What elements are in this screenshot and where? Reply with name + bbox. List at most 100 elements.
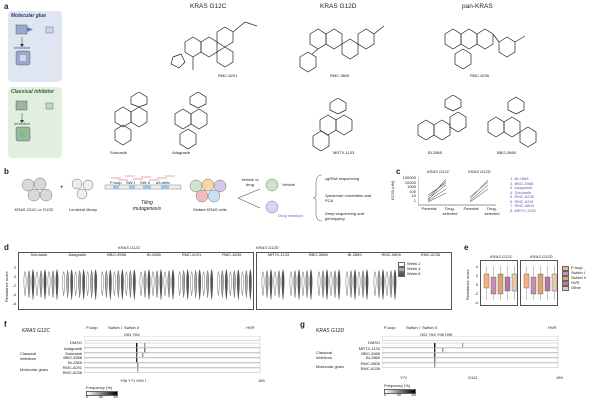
g-row-bi2865: BI-2865 xyxy=(365,355,380,360)
molecular-glue-title: Molecular glue xyxy=(11,13,47,19)
c-legend-7: 8. MRTX-1133 xyxy=(510,207,536,213)
f-freq-ticks: 0 40 80 xyxy=(86,394,118,399)
panel-d-yticks: 2 0 -2 -4 -6 xyxy=(10,263,16,308)
f-group-classical: Classical inhibitors xyxy=(20,351,37,361)
c-legend-0: 1. BI-2865 xyxy=(510,176,529,181)
violin-58 xyxy=(277,269,281,298)
f-row-bbo3988: BBO-3988 xyxy=(63,355,82,360)
panel-d-group-right: KRAS G12D xyxy=(256,245,279,250)
violin-74 xyxy=(353,269,357,300)
violin-15 xyxy=(86,271,89,296)
lentiviral-library-icon xyxy=(71,178,94,200)
panel-e-title-left: KRAS G12C xyxy=(490,254,513,259)
step-sgrna-sequencing: sgRNA sequencing xyxy=(325,176,360,181)
box-8 xyxy=(544,276,551,292)
tiling-mutagenesis-diagram xyxy=(104,175,182,190)
panel-d-violins xyxy=(23,269,397,300)
box-0 xyxy=(483,273,490,289)
panel-f-label: f xyxy=(4,320,7,329)
heatmap-f-mark-3 xyxy=(136,358,138,363)
violin-55 xyxy=(265,269,269,298)
panel-d-left-drugs: Sotorasib Adagrasib BBO-3988 BI-2865 RMC… xyxy=(20,252,252,258)
bbo-3988-structure xyxy=(487,96,537,148)
f-glue-rows: RMC-6291 RMC-6236 xyxy=(52,365,82,375)
c-legend-1: 2. BBO-3988 xyxy=(510,180,534,186)
d-ytick-2: -2 xyxy=(12,283,16,288)
g-group-classical: Classical inhibitors xyxy=(316,350,333,360)
f-row-rmc6291: RMC-6291 xyxy=(62,365,82,370)
d-left-drug-4: RMC-6291 xyxy=(181,252,202,257)
panel-e-title-right: KRAS G12D xyxy=(530,254,553,259)
c-legend-6: 7. RMC-9805 xyxy=(510,203,534,208)
glue-mechanism-diagram xyxy=(15,24,54,66)
box-9 xyxy=(551,273,558,292)
violin-37 xyxy=(182,269,185,298)
violin-18 xyxy=(101,271,104,296)
violin-0 xyxy=(23,271,27,296)
violin-69 xyxy=(329,271,333,296)
rmc-6291-name: RMC-6291 xyxy=(218,73,238,78)
violin-10 xyxy=(66,269,69,298)
f-row-rmc6236: RMC-6236 xyxy=(62,369,82,375)
panel-e-left-frame xyxy=(480,260,518,306)
violin-14 xyxy=(82,269,85,300)
classical-mechanism-diagram xyxy=(15,100,54,142)
step-spearman: Spearman correlation and PCA xyxy=(325,193,372,203)
panel-d-label: d xyxy=(4,243,9,252)
d-left-drug-0: Sotorasib xyxy=(30,252,48,257)
box-2 xyxy=(497,273,504,295)
violin-39 xyxy=(190,271,193,296)
violin-24 xyxy=(125,271,128,296)
violin-76 xyxy=(361,269,365,298)
panel-d-left-frame xyxy=(18,252,254,310)
violin-80 xyxy=(381,269,385,300)
d-ytick-4: -6 xyxy=(12,301,16,306)
violin-47 xyxy=(225,269,228,300)
c-xcat-selected-2: Drug-selected xyxy=(484,206,500,216)
violin-44 xyxy=(210,269,213,300)
panel-g-label: g xyxy=(300,320,305,329)
d-legend-week6: Week 6 xyxy=(398,272,421,278)
violin-77 xyxy=(365,269,369,300)
panel-c-legend: 1. BI-2865 2. BBO-3988 3. Adagrasib 4. S… xyxy=(510,176,536,213)
classical-inhibitor-title: Classical inhibitor xyxy=(11,89,55,95)
c-ytick-0: 100000 xyxy=(402,175,416,180)
heatmap-f-mark-8 xyxy=(142,353,144,358)
f-row-bi2865: BI-2865 xyxy=(67,359,82,365)
violin-66 xyxy=(317,271,321,296)
f-sites-top: Q61 Y64 xyxy=(124,332,140,337)
d-ytick-3: -4 xyxy=(12,292,16,297)
violin-20 xyxy=(109,269,112,300)
heatmap-f-row-4 xyxy=(84,357,261,363)
heatmap-g-row-1 xyxy=(382,342,559,348)
violin-49 xyxy=(233,269,236,298)
glue-inhibition-label: Inhibition xyxy=(14,45,31,50)
violin-8 xyxy=(55,269,59,300)
heatmap-f-row-5 xyxy=(84,362,261,368)
panel-c-title-right: KRAS G12D xyxy=(468,169,491,174)
heatmap-f-row-1 xyxy=(84,342,261,348)
heatmap-g-row-2 xyxy=(382,347,559,353)
f-freq-label: Frequency (%) xyxy=(86,385,113,390)
violin-19 xyxy=(105,269,108,298)
violin-41 xyxy=(198,269,201,300)
kras-cells-label: KRAS G12C or G12D xyxy=(14,207,54,212)
violin-83 xyxy=(393,269,397,300)
violin-70 xyxy=(333,269,337,298)
panel-c-ylabel: EC50 (nM) xyxy=(390,180,395,200)
col-header-g12d: KRAS G12D xyxy=(320,3,357,10)
bi-2865-name: BI-2865 xyxy=(428,150,443,155)
violin-51 xyxy=(241,271,244,296)
heatmap-g-mark-1 xyxy=(434,348,436,353)
bbo-3988-name: BBO-3988 xyxy=(497,150,516,155)
violin-59 xyxy=(281,269,285,300)
panel-g-title: KRAS G12D xyxy=(316,328,345,334)
d-left-drug-1: Adagrasib xyxy=(68,252,87,257)
violin-23 xyxy=(121,269,124,300)
col-header-g12c: KRAS G12C xyxy=(190,3,227,10)
d-right-drug-2: BI-2865 xyxy=(347,252,362,257)
heatmap-g-mark-0 xyxy=(434,343,436,348)
rmc-9805-structure xyxy=(299,25,385,73)
e-ytick-2: 0 xyxy=(475,282,478,287)
heatmap-f-mark-4 xyxy=(137,363,139,368)
